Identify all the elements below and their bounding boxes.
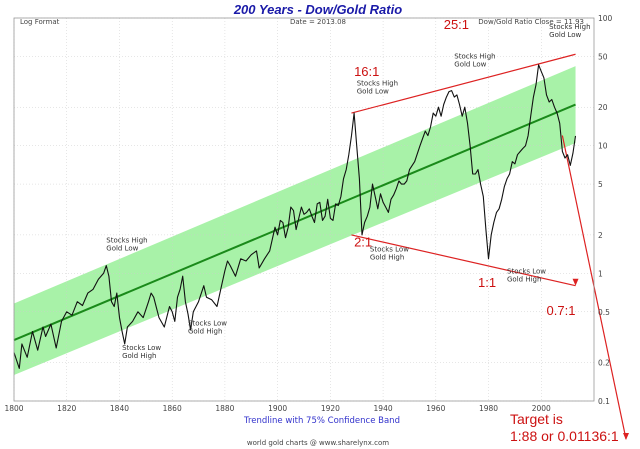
y-tick-label: 0.1: [598, 397, 610, 406]
x-tick-label: 1980: [479, 404, 498, 413]
y-tick-label: 1: [598, 269, 603, 278]
x-tick-label: 1960: [426, 404, 445, 413]
annotation-line2: Gold Low: [357, 88, 389, 96]
x-tick-label: 1920: [321, 404, 340, 413]
plot-frame: [13, 17, 595, 402]
y-tick-label: 2: [598, 231, 603, 240]
ratio-label: 2:1: [354, 235, 372, 250]
annotation-line1: Stocks Low: [507, 267, 546, 275]
y-tick-label: 5: [598, 180, 603, 189]
annotation-line2: Gold Low: [106, 244, 138, 252]
x-tick-label: 1820: [57, 404, 76, 413]
y-tick-label: 20: [598, 103, 608, 112]
x-tick-label: 1900: [268, 404, 287, 413]
annotation-line1: Stocks High: [454, 53, 495, 61]
support-line: [351, 234, 576, 287]
annotation-line2: Gold High: [122, 352, 156, 360]
series-layer: [13, 64, 577, 369]
annotation-line2: Gold High: [370, 254, 404, 262]
support-arrowhead: [572, 278, 579, 286]
chart-title: 200 Years - Dow/Gold Ratio: [233, 2, 402, 17]
x-tick-label: 1840: [110, 404, 129, 413]
ratio-label: 0.7:1: [547, 303, 576, 318]
annotation-line1: Stocks Low: [188, 320, 227, 328]
annotation-line1: Stocks High: [549, 23, 590, 31]
annotation-line1: Stocks High: [106, 236, 147, 244]
annotation-line2: Gold High: [188, 328, 222, 336]
ratio-label: 16:1: [354, 64, 379, 79]
annotation-line1: Stocks Low: [370, 246, 409, 254]
chart-footer: world gold charts @ www.sharelynx.com: [247, 439, 389, 447]
annotation-line2: Gold Low: [549, 31, 581, 39]
y-tick-label: 0.5: [598, 308, 610, 317]
annotation-line1: Stocks High: [357, 80, 398, 88]
y-tick-label: 10: [598, 142, 608, 151]
y-tick-label: 0.2: [598, 359, 610, 368]
projection-arrowhead: [623, 433, 629, 440]
chart-subtitle-center: Date = 2013.08: [290, 18, 346, 26]
x-tick-label: 1940: [374, 404, 393, 413]
annotation-line2: Gold High: [507, 275, 541, 283]
target-label-line1: Target is: [510, 411, 563, 427]
ratio-label: 25:1: [444, 17, 469, 32]
tick-layer: 1800 1820 1840 1860 1880 1900 1920 1940 1960 1980…: [4, 14, 612, 413]
annotation-line2: Gold Low: [454, 61, 486, 69]
ratio-label: 43:1: [541, 0, 566, 2]
resistance-line: [351, 53, 576, 114]
x-tick-label: 1880: [215, 404, 234, 413]
y-tick-label: 50: [598, 52, 608, 61]
chart-subtitle-right: Dow/Gold Ratio Close = 11.93: [478, 18, 584, 26]
annotation-line1: Stocks Low: [122, 344, 161, 352]
y-tick-label: 100: [598, 14, 613, 23]
chart-subtitle-left: Log Format: [20, 18, 60, 26]
ratio-label: 1:1: [478, 275, 496, 290]
band-label: Trendline with 75% Confidence Band: [243, 416, 400, 426]
x-tick-label: 1800: [4, 404, 23, 413]
x-tick-label: 1860: [163, 404, 182, 413]
target-label-line2: 1:88 or 0.01136:1: [510, 428, 619, 444]
frame-layer: [13, 17, 595, 402]
x-tick-label: 2000: [532, 404, 551, 413]
series-dow-gold-ratio: [13, 64, 577, 369]
